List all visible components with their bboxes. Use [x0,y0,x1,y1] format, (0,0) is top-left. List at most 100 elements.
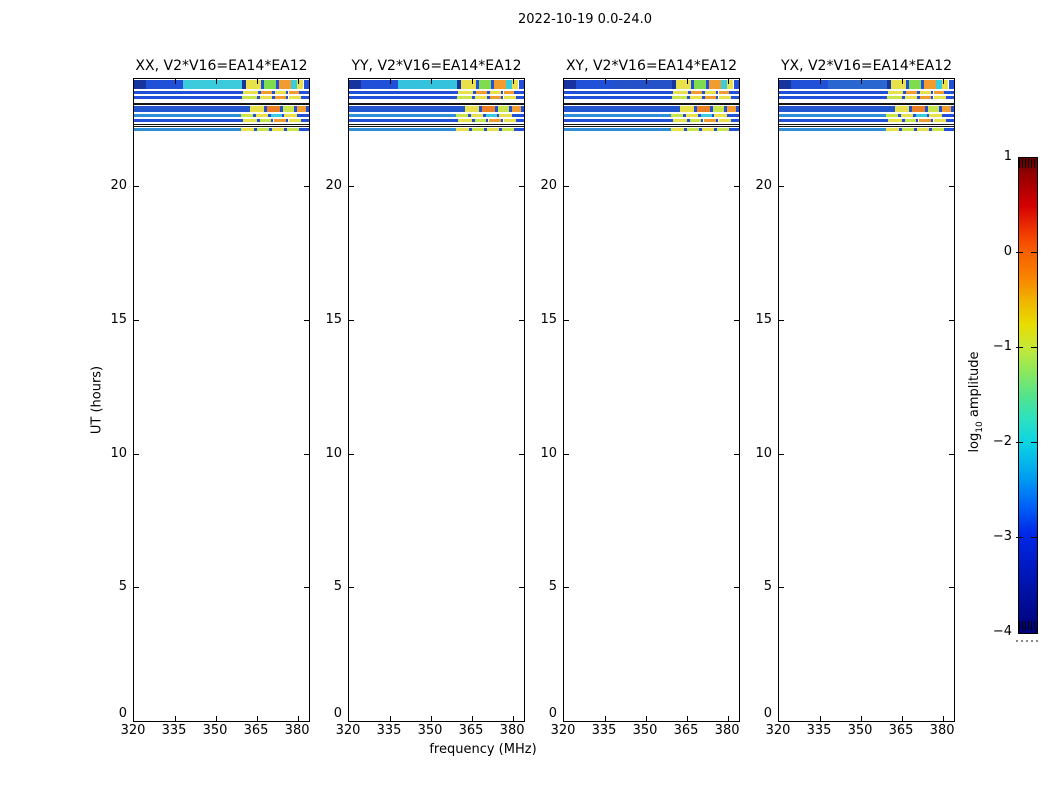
band-segment [246,80,262,90]
band-segment [349,119,459,123]
band-segment [951,105,954,113]
band-segment [272,127,285,131]
band-segment [941,80,949,90]
band-segment [489,91,501,95]
data-band [134,96,309,100]
band-segment [700,114,712,118]
band-segment [134,80,147,90]
band-segment [495,105,498,113]
colorbar-label-part: amplitude [967,351,983,422]
y-tick-label: 20 [540,178,557,193]
band-segment [933,119,946,123]
panel-yx: YX, V2*V16=EA14*EA12 [778,58,955,722]
band-segment [515,119,524,123]
y-tick-label: 0 [763,706,772,721]
band-segment [261,80,264,90]
band-segment [564,91,674,95]
y-tick-left [564,319,569,321]
data-band [779,80,954,90]
band-segment [564,125,739,127]
band-segment [134,96,242,100]
band-segment [270,114,282,118]
band-segment [908,105,912,113]
y-tick-label: 0 [548,706,557,721]
band-segment [703,119,716,123]
band-segment [691,80,694,90]
band-segment [503,119,516,123]
band-segment [930,119,934,123]
band-segment [268,114,271,118]
x-tick-bottom [646,716,647,721]
band-segment [682,114,686,118]
colorbar-tick-label: −2 [992,434,1012,449]
band-segment [483,114,486,118]
band-segment [887,96,902,100]
colorbar-label-part: 10 [974,421,985,433]
band-segment [288,96,301,100]
x-tick-top [687,79,688,84]
band-segment [710,105,713,113]
band-segment [349,105,466,113]
band-segment [285,119,289,123]
band-segment [472,119,475,123]
band-segment [915,119,919,123]
band-segment [500,96,504,100]
x-tick-label: 380 [714,723,740,738]
data-band [349,80,524,90]
data-band [134,119,309,123]
colorbar-tick-right [1031,252,1038,253]
colorbar-under-hatch [1019,621,1035,630]
band-segment [564,105,681,113]
band-segment [472,127,485,131]
band-segment [932,127,945,131]
y-tick-left [349,453,354,455]
x-tick-top [472,79,473,84]
band-segment [714,127,718,131]
band-segment [361,80,399,90]
band-segment [281,114,285,118]
band-segment [715,96,719,100]
x-tick-label: 350 [847,723,873,738]
x-tick-top [216,79,217,84]
band-segment [729,91,739,95]
band-segment [891,80,907,90]
band-segment [711,114,715,118]
colorbar-tick-label: −1 [992,339,1012,354]
band-segment [511,105,522,113]
y-tick-left [564,587,569,589]
data-band [349,96,524,100]
x-tick-label: 365 [673,723,699,738]
band-segment [455,127,470,131]
band-segment [474,96,488,100]
band-segment [514,127,524,131]
band-segment [944,127,954,131]
band-segment [908,80,922,90]
x-tick-label: 320 [765,723,791,738]
band-segment [673,119,688,123]
band-segment [918,119,931,123]
data-band [564,105,739,113]
band-segment [564,119,674,123]
data-band [779,127,954,131]
band-segment [730,119,739,123]
y-tick-label: 15 [325,311,342,327]
band-segment [928,105,939,113]
band-segment [284,127,288,131]
band-segment [902,127,915,131]
band-segment [514,91,524,95]
band-segment [948,80,954,90]
band-segment [718,91,730,95]
x-tick-label: 350 [417,723,443,738]
band-segment [502,127,515,131]
x-axis-label: frequency (MHz) [429,742,537,757]
data-band [779,96,954,100]
band-segment [687,119,690,123]
band-segment [481,105,496,113]
y-axis-label: UT (hours) [89,365,105,435]
colorbar-tick-left [1016,347,1023,348]
band-segment [472,96,475,100]
y-tick-label: 20 [325,178,342,193]
band-segment [273,119,286,123]
band-segment [676,80,692,90]
